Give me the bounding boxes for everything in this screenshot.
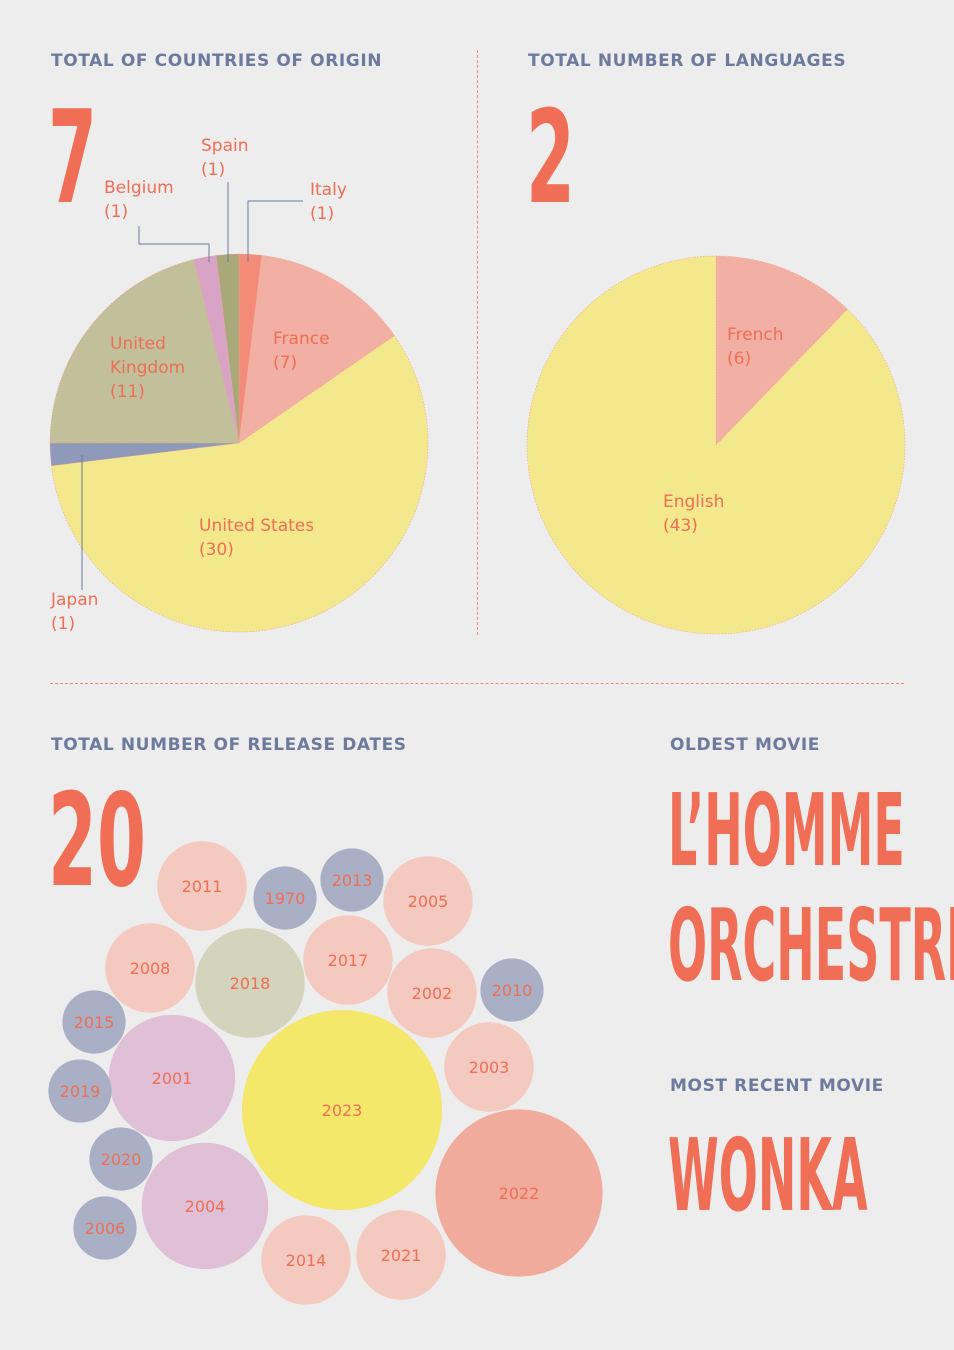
bubble-2011	[157, 841, 247, 931]
countries-heading: TOTAL OF COUNTRIES OF ORIGIN	[51, 51, 383, 71]
bubble-label-2019: 2019	[60, 1082, 101, 1101]
bubble-label-2011: 2011	[182, 877, 223, 896]
bubble-2020	[89, 1127, 153, 1191]
bubble-2001	[108, 1014, 236, 1142]
recent-title: WONKA	[668, 1117, 868, 1234]
bubble-2008	[105, 923, 195, 1013]
bubble-label-2006: 2006	[85, 1219, 126, 1238]
countries-leader-line	[247, 200, 303, 262]
bubble-2015	[62, 990, 126, 1054]
bubble-label-2014: 2014	[286, 1251, 327, 1270]
countries-slice-belgium	[193, 255, 240, 444]
release-heading: TOTAL NUMBER OF RELEASE DATES	[51, 735, 407, 755]
countries-label-italy: Italy (1)	[310, 180, 347, 224]
bubble-2004	[141, 1142, 269, 1270]
bubble-2005	[383, 856, 473, 946]
bubble-2018	[195, 928, 305, 1038]
languages-total: 2	[526, 84, 575, 233]
bubble-label-2002: 2002	[412, 984, 453, 1003]
countries-slice-france	[238, 255, 395, 444]
bubble-label-2023: 2023	[322, 1101, 363, 1120]
countries-label-united-states: United States (30)	[199, 516, 314, 560]
languages-slice-french	[715, 255, 848, 446]
bubble-2017	[303, 915, 393, 1005]
bubble-2021	[356, 1210, 446, 1300]
countries-label-japan: Japan (1)	[50, 590, 98, 634]
bubble-label-2005: 2005	[408, 892, 449, 911]
bubble-label-2010: 2010	[492, 981, 533, 1000]
countries-label-france: France (7)	[273, 329, 330, 373]
bubble-2003	[444, 1022, 534, 1112]
bubble-label-2018: 2018	[230, 974, 271, 993]
bubble-2022	[435, 1109, 603, 1277]
bubble-label-2001: 2001	[152, 1069, 193, 1088]
countries-slice-united-kingdom	[49, 259, 240, 444]
bubble-2019	[48, 1059, 112, 1123]
bubble-label-2008: 2008	[130, 959, 171, 978]
countries-label-belgium: Belgium (1)	[104, 178, 174, 222]
recent-heading: MOST RECENT MOVIE	[670, 1076, 884, 1096]
countries-slice-italy	[238, 253, 263, 444]
bubble-label-2017: 2017	[328, 951, 369, 970]
bubble-2010	[480, 958, 544, 1022]
countries-pie-chart: Italy (1) France (7) United States (30) Japan(…	[49, 136, 429, 634]
languages-heading: TOTAL NUMBER OF LANGUAGES	[528, 51, 847, 71]
languages-label-french: French (6)	[727, 325, 784, 369]
countries-slice-japan	[49, 442, 240, 467]
countries-leader-line	[138, 226, 210, 262]
countries-label-spain: Spain (1)	[201, 136, 249, 180]
release-total: 20	[48, 767, 146, 916]
bubble-1970	[253, 866, 317, 930]
oldest-title-line2: ORCHESTRE	[668, 887, 954, 1004]
bubble-2006	[73, 1196, 137, 1260]
bubble-label-2015: 2015	[74, 1013, 115, 1032]
bubble-label-2004: 2004	[185, 1197, 226, 1216]
bubble-label-2021: 2021	[381, 1246, 422, 1265]
bubble-2014	[261, 1215, 351, 1305]
bubble-label-2013: 2013	[332, 871, 373, 890]
bubble-2023	[242, 1010, 442, 1210]
bubble-2013	[320, 848, 384, 912]
bubble-label-2020: 2020	[101, 1150, 142, 1169]
oldest-title-line1: L’HOMME	[668, 772, 905, 889]
languages-label-english: English (43)	[663, 492, 724, 536]
bubble-label-1970: 1970	[265, 889, 306, 908]
countries-slice-united-states	[51, 335, 429, 633]
countries-total: 7	[48, 84, 97, 233]
languages-slice-english	[526, 255, 906, 635]
bubble-label-2022: 2022	[499, 1184, 540, 1203]
bubble-label-2003: 2003	[469, 1058, 510, 1077]
vertical-divider	[477, 50, 478, 635]
horizontal-divider	[50, 683, 904, 684]
countries-label-united-kingdom: United Kingdom (11)	[110, 334, 185, 402]
languages-pie-chart: French (6) English (43)	[526, 255, 906, 635]
oldest-heading: OLDEST MOVIE	[670, 735, 820, 755]
countries-slice-spain	[215, 253, 240, 444]
bubble-2002	[387, 948, 477, 1038]
